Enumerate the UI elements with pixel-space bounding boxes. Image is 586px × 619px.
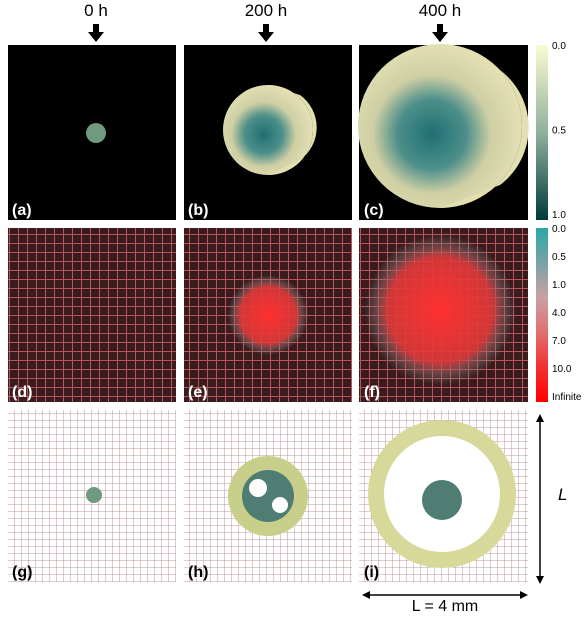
scale-label: L — [558, 485, 567, 504]
colorbar-label: Infinite — [552, 392, 582, 403]
panel-label: (c) — [364, 202, 384, 219]
panel-label: (b) — [188, 202, 208, 219]
colorbar-label: 4.0 — [552, 308, 566, 319]
colorbar-label: 7.0 — [552, 336, 566, 347]
colorbar-label: 10.0 — [552, 364, 572, 375]
colorbar-label: 0.5 — [552, 126, 566, 137]
scale-label: L = 4 mm — [412, 598, 479, 615]
colorbar-label: 1.0 — [552, 280, 566, 291]
colorbar-label: 0.0 — [552, 224, 566, 235]
row-cage — [8, 228, 528, 402]
figure: 0 h 200 h 400 h (a) — [0, 0, 586, 619]
colorbar-label: 0.5 — [552, 252, 566, 263]
row-section — [8, 410, 528, 582]
panel-label: (f) — [364, 384, 380, 401]
time-header: 400 h — [419, 1, 462, 20]
panel-label: (d) — [12, 384, 32, 401]
colorbar-label: 1.0 — [552, 210, 566, 221]
page: 0 h 200 h 400 h (a) — [0, 0, 586, 619]
colorbar — [536, 45, 548, 220]
panel-label: (h) — [188, 564, 208, 581]
panel-label: (i) — [364, 564, 379, 581]
panel-label: (a) — [12, 202, 32, 219]
arrows — [88, 24, 448, 42]
panel-label: (e) — [188, 384, 208, 401]
colorbar-label: 0.0 — [552, 41, 566, 52]
colorbar — [536, 228, 548, 402]
time-header: 200 h — [245, 1, 288, 20]
panel-label: (g) — [12, 564, 32, 581]
time-header: 0 h — [84, 1, 108, 20]
row-volume — [8, 44, 529, 220]
